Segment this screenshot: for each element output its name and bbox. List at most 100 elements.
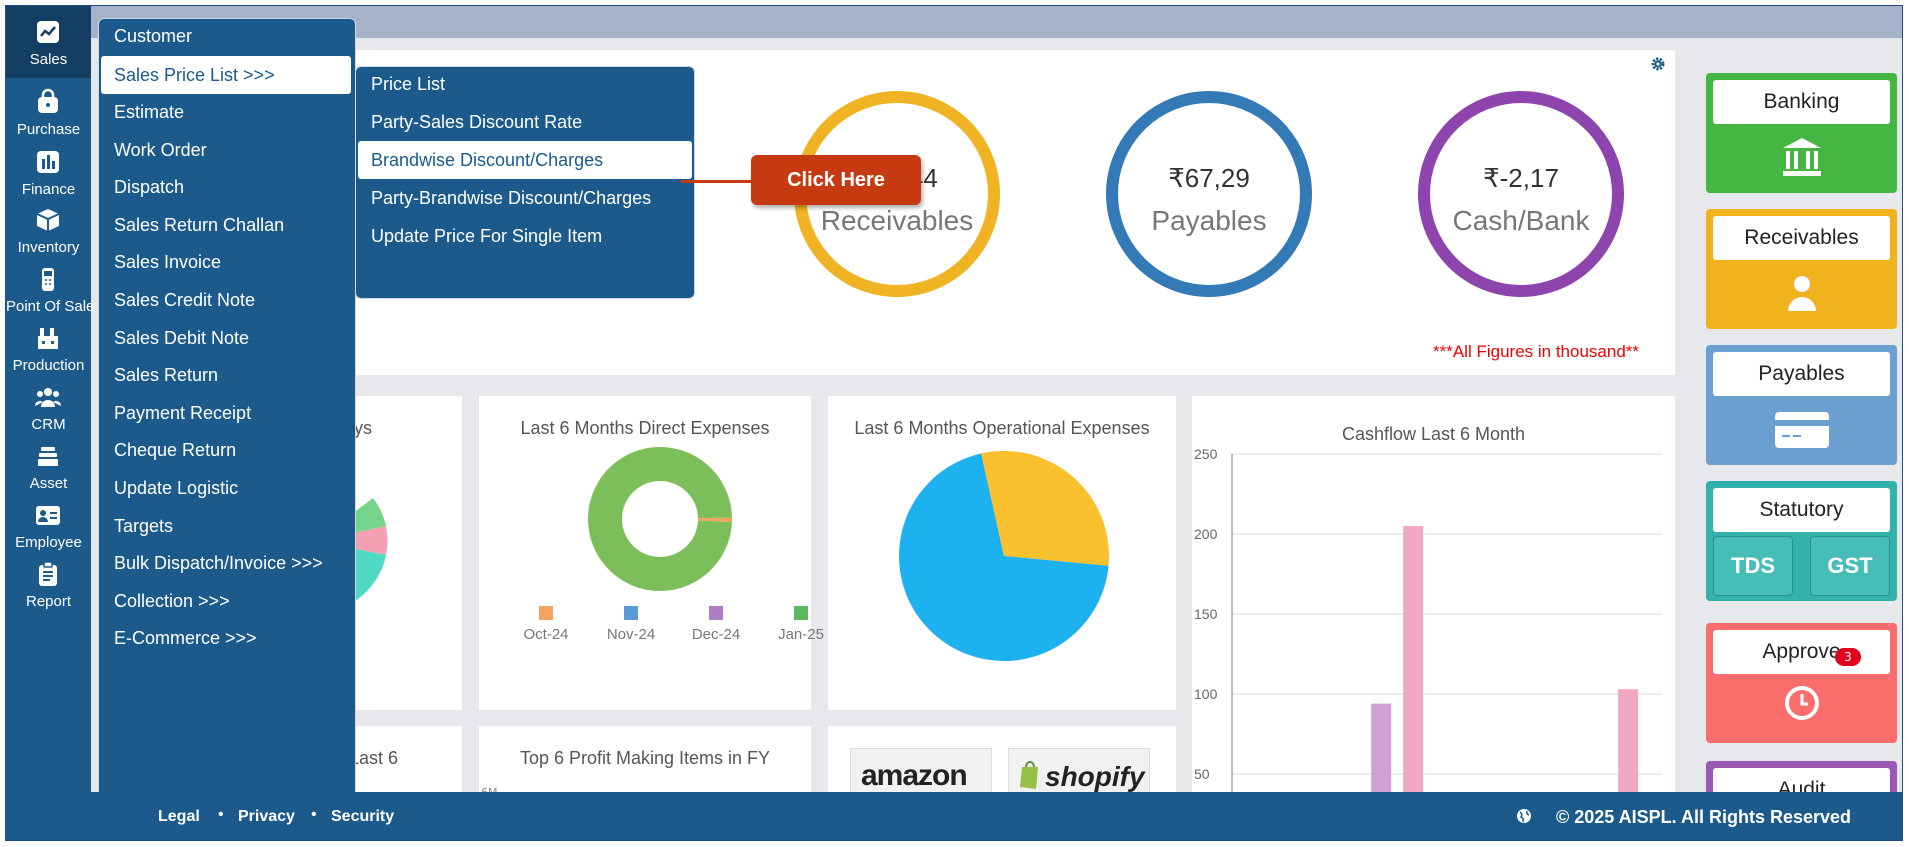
sidebar-item-purchase[interactable]: Purchase [6,76,91,148]
footer: Legal • Privacy • Security © 2025 AISPL.… [6,792,1902,840]
notification-badge: 3 [1835,648,1861,666]
menu-item-sales-price-list[interactable]: Sales Price List >>> [101,56,351,94]
sidebar-item-label: Inventory [17,239,80,256]
panel-title: Cashflow Last 6 Month [1341,424,1526,444]
menu-item-cheque-return[interactable]: Cheque Return [114,440,237,460]
summary-label: Payables [1151,205,1267,236]
footer-link-security[interactable]: Security [331,808,395,825]
sidebar-item-sales[interactable]: Sales [6,6,91,78]
legend-label: Nov-24 [606,626,656,643]
top-bar [91,6,1902,38]
legend-label: Oct-24 [523,626,569,643]
sidebar-item-label: CRM [31,416,66,433]
bank-icon [1783,138,1821,176]
sidebar-item-report[interactable]: Report [6,548,91,620]
footer-link-privacy[interactable]: Privacy [238,808,295,825]
legend-item[interactable]: Nov-24 [596,606,666,643]
submenu-item-price-list[interactable]: Price List [371,74,446,94]
users-icon [35,388,61,407]
sidebar-item-label: Employee [15,534,82,551]
sidebar-item-employee[interactable]: Employee [6,489,91,561]
menu-item-payment-receipt[interactable]: Payment Receipt [114,403,252,423]
legend-item[interactable]: Jan-25 [766,606,836,643]
cashflow-bar-chart: 50 100 150 200 250 [1194,446,1662,796]
menu-item-sales-return[interactable]: Sales Return [114,365,219,385]
sidebar-item-point-of-sale[interactable]: Point Of Sale [6,253,95,325]
sidebar-item-label: Purchase [16,121,81,138]
summary-label: Receivables [820,205,974,236]
legend-item[interactable]: Dec-24 [681,606,751,643]
pie-slice[interactable] [697,517,732,523]
tile-label: Receivables [1713,216,1890,260]
tile-receivables[interactable]: Receivables [1706,209,1897,329]
y-tick-label: 100 [1194,686,1218,702]
tile-banking[interactable]: Banking [1706,73,1897,193]
chart-line-icon [37,21,59,43]
bar-chart-icon [37,151,59,173]
menu-item-dispatch[interactable]: Dispatch [114,177,185,197]
sidebar: Sales Purchase Finance Inventory Point O… [6,6,95,840]
panel-title: Top 6 Profit Making Items in FY [519,748,771,768]
legend-item[interactable]: Oct-24 [511,606,581,643]
submenu-item-party-brandwise-discount-charges[interactable]: Party-Brandwise Discount/Charges [371,188,652,208]
y-tick-label: 200 [1194,526,1218,542]
operational-expenses-pie-chart [899,451,1109,661]
sidebar-item-label: Finance [21,181,76,198]
tds-button[interactable]: TDS [1713,536,1793,596]
sidebar-item-asset[interactable]: Asset [6,430,91,502]
pie-slice[interactable] [981,451,1109,566]
footer-separator: • [311,806,317,823]
globe-icon[interactable] [1516,808,1532,824]
panel-title: Last 6 Months Operational Expenses [854,418,1150,438]
footer-link-legal[interactable]: Legal [158,808,200,825]
sidebar-item-inventory[interactable]: Inventory [6,194,91,266]
submenu-item-party-sales-discount-rate[interactable]: Party-Sales Discount Rate [371,112,583,132]
menu-item-estimate[interactable]: Estimate [114,102,185,122]
tile-payables[interactable]: Payables [1706,345,1897,465]
direct-expenses-panel: Last 6 Months Direct Expenses Oct-24 Nov-… [479,396,824,710]
menu-item-sales-debit-note[interactable]: Sales Debit Note [114,328,250,348]
menu-item-e-commerce[interactable]: E-Commerce >>> [114,628,257,648]
operational-expenses-panel: Last 6 Months Operational Expenses [828,396,1176,710]
menu-item-collection[interactable]: Collection >>> [114,591,230,611]
submenu-item-brandwise-discount-charges[interactable]: Brandwise Discount/Charges [358,141,692,179]
sidebar-item-crm[interactable]: CRM [6,371,91,443]
menu-item-work-order[interactable]: Work Order [114,140,207,160]
box-icon [36,209,60,231]
summary-amount: ₹67,29 [1168,163,1250,193]
submenu-item-update-price-single-item[interactable]: Update Price For Single Item [371,226,603,246]
menu-item-targets[interactable]: Targets [114,516,174,536]
credit-card-icon [1775,412,1829,448]
menu-item-bulk-dispatch-invoice[interactable]: Bulk Dispatch/Invoice >>> [114,553,323,573]
legend-swatch [709,606,723,620]
menu-item-sales-credit-note[interactable]: Sales Credit Note [114,290,256,310]
amazon-logo-text: amazon [861,759,968,792]
menu-item-sales-invoice[interactable]: Sales Invoice [114,252,222,272]
sidebar-item-label: Production [12,357,85,374]
pie-slice[interactable] [899,453,1109,661]
summary-card-payables[interactable]: ₹67,29 Payables [1106,91,1312,297]
copyright-text: © 2025 AISPL. All Rights Reserved [1556,807,1852,827]
sidebar-item-label: Report [25,593,72,610]
menu-item-sales-return-challan[interactable]: Sales Return Challan [114,215,285,235]
sidebar-item-label: Point Of Sale [6,298,95,315]
bar[interactable] [1371,703,1392,796]
menu-item-update-logistic[interactable]: Update Logistic [114,478,239,498]
shopify-bag-icon [1020,761,1038,789]
pie-slice[interactable] [588,446,732,591]
bar[interactable] [1618,689,1639,796]
legend-swatch [624,606,638,620]
summary-card-cash-bank[interactable]: ₹-2,17 Cash/Bank [1418,91,1624,297]
tile-approve[interactable]: Approve 3 [1706,623,1897,743]
sidebar-item-production[interactable]: Production [6,312,91,384]
summary-amount: ₹-2,17 [1483,163,1559,193]
sidebar-item-label: Sales [29,51,68,68]
gear-icon[interactable] [1650,56,1666,72]
bar[interactable] [1403,526,1424,796]
factory-icon [38,328,58,349]
sales-menu: Customer Sales Price List >>> Estimate W… [98,18,356,804]
menu-item-customer[interactable]: Customer [114,26,193,46]
sidebar-item-finance[interactable]: Finance [6,136,91,208]
tile-statutory[interactable]: Statutory TDS GST [1706,481,1897,601]
gst-button[interactable]: GST [1810,536,1890,596]
